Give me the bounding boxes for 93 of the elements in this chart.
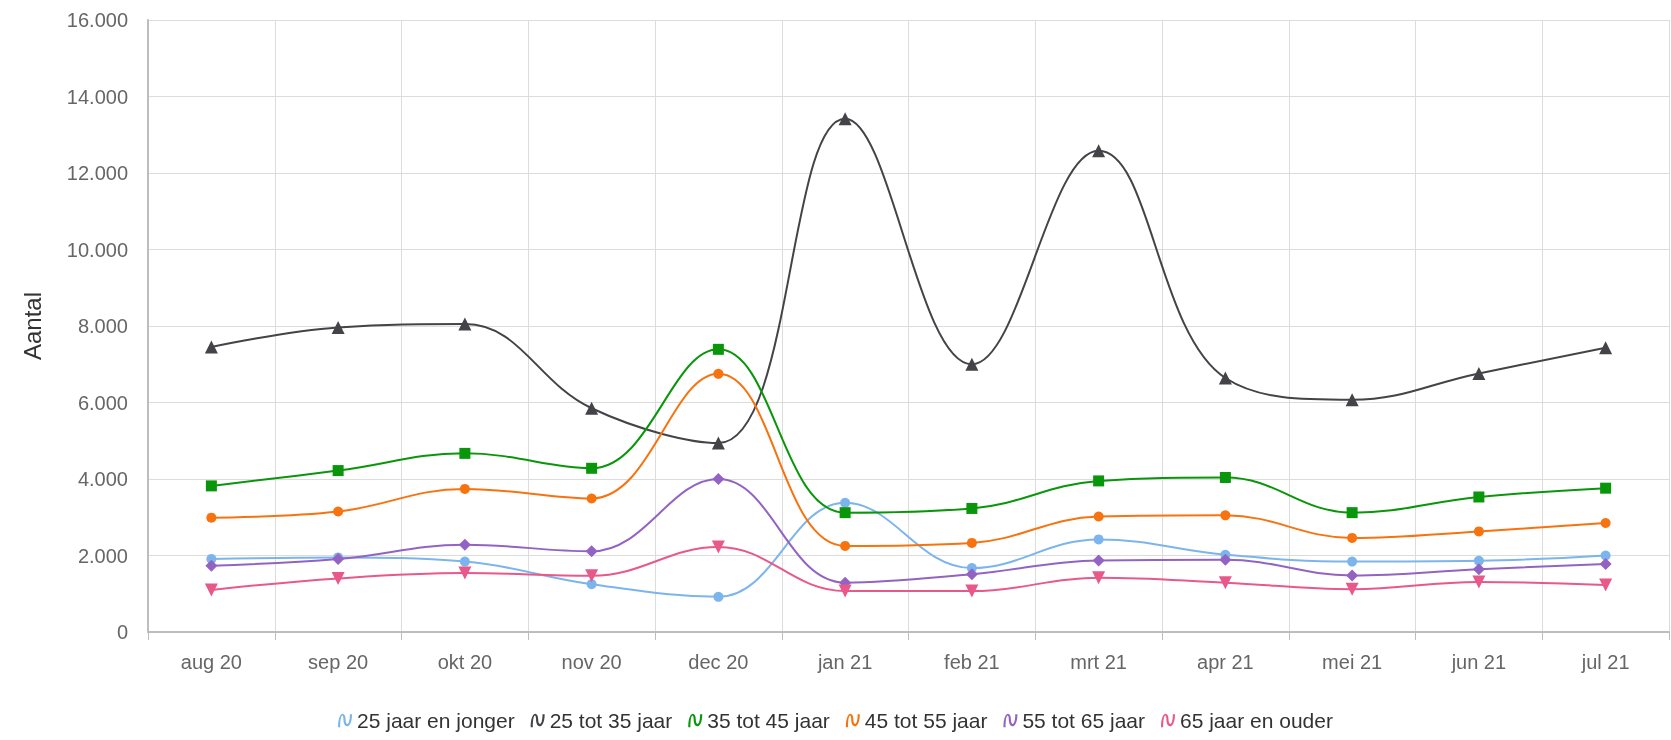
point (331, 321, 345, 335)
y-tick-label: 14.000 (66, 85, 128, 108)
point (585, 401, 599, 415)
x-tick-label: aug 20 (180, 651, 242, 673)
x-tick-label: nov 20 (561, 651, 622, 673)
point (1345, 393, 1359, 407)
x-tick-label: dec 20 (688, 651, 749, 673)
x-tick-label: mrt 21 (1070, 651, 1127, 673)
point (1347, 556, 1358, 567)
point (965, 584, 979, 598)
legend-label: 45 tot 55 jaar (864, 709, 988, 732)
point (459, 447, 471, 459)
point (1473, 526, 1484, 537)
x-tick-label: jan 21 (816, 651, 873, 673)
point (711, 436, 725, 450)
point (838, 584, 852, 598)
point (840, 497, 851, 508)
point (331, 571, 345, 585)
point (204, 583, 218, 597)
point (1346, 507, 1358, 519)
point (1600, 517, 1611, 528)
point (586, 579, 597, 590)
y-tick-label: 0 (116, 621, 128, 643)
point (333, 506, 344, 517)
point (1599, 578, 1613, 592)
point (839, 507, 851, 519)
point (838, 112, 852, 126)
y-tick-label: 4.000 (77, 468, 128, 490)
x-tick-label: okt 20 (437, 651, 493, 673)
point (585, 569, 599, 583)
point (585, 545, 598, 558)
point (1600, 482, 1612, 494)
point (1092, 144, 1106, 158)
point (458, 538, 471, 551)
y-tick-label: 12.000 (66, 162, 128, 184)
legend-label: 65 jaar en ouder (1180, 709, 1333, 732)
y-tick-label: 2.000 (77, 544, 128, 567)
point (459, 483, 470, 494)
point (586, 493, 597, 504)
legend-label: 25 tot 35 jaar (549, 709, 673, 732)
point (1219, 471, 1231, 483)
point (586, 462, 598, 474)
point (712, 473, 725, 485)
point (1092, 571, 1106, 585)
point (1093, 475, 1105, 487)
point (712, 343, 724, 355)
y-axis-title: Aantal (18, 291, 46, 361)
legend-label: 35 tot 45 jaar (707, 709, 830, 732)
point (1472, 366, 1486, 380)
legend-label: 25 jaar en jonger (357, 709, 515, 732)
y-tick-label: 10.000 (66, 238, 128, 261)
point (1599, 557, 1612, 570)
x-tick-label: jun 21 (1450, 651, 1507, 673)
point (1599, 341, 1613, 355)
point (1218, 576, 1232, 590)
point (204, 340, 218, 354)
legend-label: 55 tot 65 jaar (1022, 709, 1146, 732)
x-tick-label: mei 21 (1322, 651, 1383, 673)
point (458, 566, 472, 580)
point (1093, 511, 1104, 522)
x-tick-label: apr 21 (1197, 651, 1254, 673)
point (332, 465, 344, 477)
point (1473, 491, 1485, 503)
point (458, 317, 472, 331)
point (1345, 582, 1359, 596)
point (713, 368, 724, 379)
x-tick-label: feb 21 (944, 651, 1000, 673)
point (966, 502, 978, 514)
x-tick-label: sep 20 (308, 651, 369, 673)
point (1093, 534, 1104, 545)
x-tick-label: jul 21 (1580, 651, 1630, 673)
point (1218, 371, 1232, 385)
point (1472, 575, 1486, 589)
point (1472, 563, 1485, 576)
point (1346, 569, 1359, 582)
point (711, 540, 725, 554)
point (1219, 553, 1232, 566)
point (1092, 554, 1105, 567)
point (205, 559, 218, 572)
y-tick-label: 8.000 (77, 315, 128, 337)
point (965, 568, 978, 581)
point (965, 357, 979, 371)
y-tick-label: 16.000 (66, 9, 128, 31)
point (1473, 555, 1484, 566)
y-tick-label: 6.000 (77, 391, 128, 414)
point (206, 512, 217, 523)
point (966, 537, 977, 548)
point (713, 591, 724, 602)
point (1220, 510, 1231, 521)
point (205, 480, 217, 492)
point (1347, 532, 1358, 543)
point (459, 556, 470, 567)
point (840, 540, 851, 551)
